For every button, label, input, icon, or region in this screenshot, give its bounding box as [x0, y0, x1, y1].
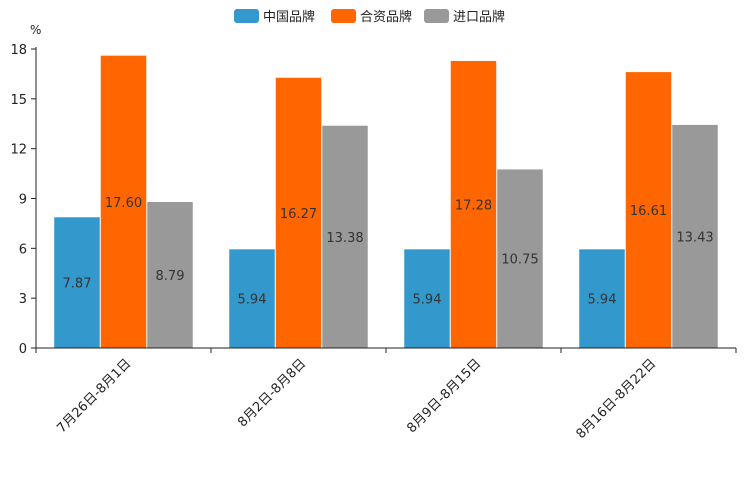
- y-tick-label: 6: [19, 242, 27, 257]
- x-tick-label: 8月9日-8月15日: [404, 356, 484, 436]
- bar: [322, 125, 368, 348]
- x-tick-label: 8月2日-8月8日: [235, 356, 309, 430]
- bar: [100, 55, 147, 349]
- x-tick-label: 8月16日-8月22日: [574, 356, 660, 442]
- legend-label: 进口品牌: [453, 9, 505, 25]
- data-label: 10.75: [501, 253, 538, 268]
- data-label: 5.94: [588, 293, 617, 308]
- data-label: 13.38: [326, 231, 363, 246]
- legend-swatch: [424, 9, 449, 23]
- bar: [497, 169, 543, 348]
- bar: [54, 217, 100, 348]
- x-tick-label: 7月26日-8月1日: [54, 356, 134, 436]
- y-tick-label: 9: [19, 193, 27, 208]
- data-label: 8.79: [156, 269, 185, 284]
- y-tick-label: 18: [10, 43, 27, 58]
- data-label: 13.43: [676, 230, 713, 245]
- x-axis: 7月26日-8月1日 8月2日-8月8日 8月9日-8月15日 8月16日-8月22日: [35, 347, 737, 442]
- bar: [672, 124, 718, 348]
- data-labels: 7.87 17.60 8.79 5.94 16.27 13.38 5.94 17.28 10.7…: [63, 196, 714, 308]
- legend-item[interactable]: 合资品牌: [331, 9, 412, 25]
- legend: 中国品牌 合资品牌 进口品牌: [234, 9, 505, 25]
- data-label: 16.61: [630, 204, 667, 219]
- y-tick-label: 12: [10, 143, 27, 158]
- bar: [579, 249, 625, 348]
- legend-swatch: [234, 9, 259, 23]
- legend-swatch: [331, 9, 356, 23]
- bars: [54, 55, 718, 349]
- data-label: 16.27: [280, 207, 317, 222]
- y-axis: 0 3 6 9 12 15 18: [10, 43, 37, 357]
- bar: [229, 249, 275, 348]
- data-label: 17.28: [455, 198, 492, 213]
- legend-label: 中国品牌: [263, 9, 315, 25]
- data-label: 17.60: [105, 196, 142, 211]
- bar: [147, 201, 193, 348]
- bar: [404, 249, 450, 348]
- legend-item[interactable]: 进口品牌: [424, 9, 505, 25]
- data-label: 7.87: [63, 277, 92, 292]
- bar: [275, 77, 322, 349]
- legend-item[interactable]: 中国品牌: [234, 9, 315, 25]
- bar: [450, 60, 497, 349]
- y-tick-label: 3: [19, 292, 27, 307]
- data-label: 5.94: [413, 293, 442, 308]
- y-tick-label: 0: [19, 342, 27, 357]
- y-axis-unit: %: [30, 23, 41, 37]
- y-tick-label: 15: [10, 93, 27, 108]
- bar: [625, 72, 672, 348]
- legend-label: 合资品牌: [360, 9, 412, 25]
- data-label: 5.94: [238, 293, 267, 308]
